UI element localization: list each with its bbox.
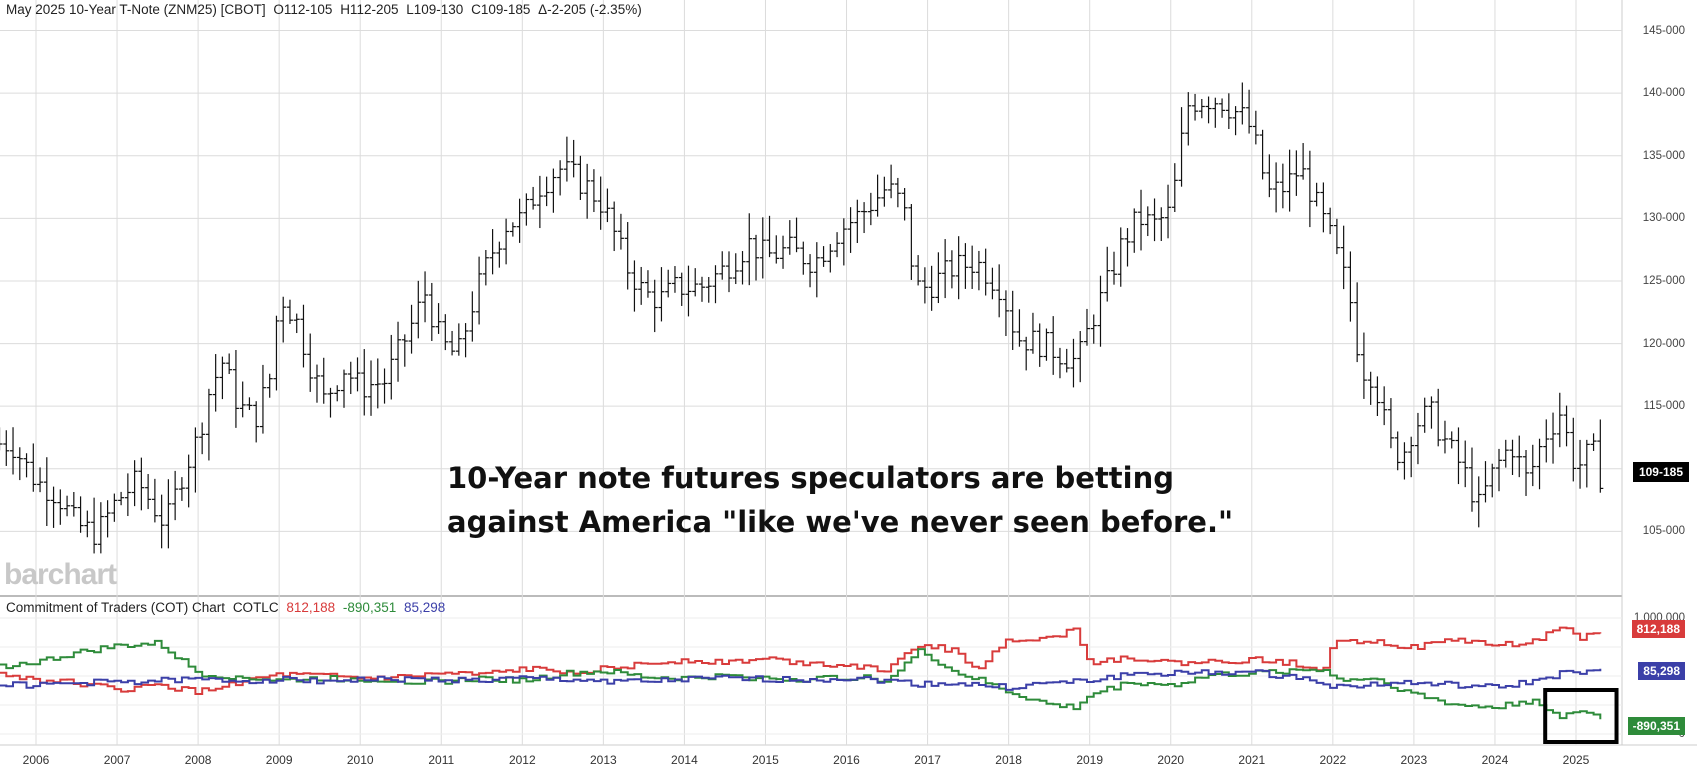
cot-green-tag: -890,351 bbox=[1627, 717, 1685, 735]
cot-series-blue bbox=[0, 668, 1602, 691]
annotation-line-2: against America "like we've never seen b… bbox=[447, 505, 1234, 539]
x-tick-label: 2021 bbox=[1238, 753, 1266, 767]
x-tick-label: 2016 bbox=[833, 753, 860, 767]
cot-code: COTLC bbox=[232, 600, 279, 615]
x-tick-label: 2020 bbox=[1157, 753, 1185, 767]
x-tick-label: 2006 bbox=[22, 753, 50, 767]
cot-red-value: 812,188 bbox=[286, 600, 336, 615]
annotation-line-1: 10-Year note futures speculators are bet… bbox=[447, 461, 1175, 495]
annotation-text: 10-Year note futures speculators are bet… bbox=[447, 456, 1233, 544]
x-tick-label: 2013 bbox=[590, 753, 617, 767]
x-tick-label: 2009 bbox=[265, 753, 293, 767]
cot-red-tag: 812,188 bbox=[1631, 620, 1685, 638]
y-tick-label: 120-000 bbox=[1642, 337, 1685, 350]
open-value: O112-105 bbox=[273, 2, 333, 17]
x-tick-label: 2024 bbox=[1481, 753, 1509, 767]
low-value: L109-130 bbox=[406, 2, 464, 17]
y-tick-label: 135-000 bbox=[1642, 149, 1685, 162]
barchart-logo: barchart bbox=[4, 558, 117, 591]
x-tick-label: 2025 bbox=[1562, 753, 1590, 767]
change-value: Δ-2-205 (-2.35%) bbox=[538, 2, 642, 17]
x-tick-label: 2022 bbox=[1319, 753, 1347, 767]
x-tick-label: 2023 bbox=[1400, 753, 1428, 767]
y-tick-label: 140-000 bbox=[1642, 87, 1685, 100]
x-tick-label: 2010 bbox=[346, 753, 374, 767]
close-value: C109-185 bbox=[471, 2, 531, 17]
y-tick-label: 115-000 bbox=[1643, 400, 1685, 413]
y-tick-label: 130-000 bbox=[1642, 212, 1685, 225]
x-tick-label: 2018 bbox=[995, 753, 1022, 767]
x-tick-label: 2007 bbox=[103, 753, 131, 767]
cot-blue-value: 85,298 bbox=[403, 600, 446, 615]
cot-title: Commitment of Traders (COT) Chart bbox=[6, 600, 226, 615]
highlight-box bbox=[1543, 688, 1619, 744]
x-tick-label: 2008 bbox=[184, 753, 212, 767]
chart-header: May 2025 10-Year T-Note (ZNM25) [CBOT] O… bbox=[6, 2, 646, 17]
cot-green-value: -890,351 bbox=[342, 600, 397, 615]
cot-blue-tag: 85,298 bbox=[1638, 662, 1685, 680]
cot-series-red bbox=[0, 626, 1602, 695]
x-tick-label: 2012 bbox=[508, 753, 536, 767]
x-tick-label: 2015 bbox=[752, 753, 779, 767]
x-tick-label: 2019 bbox=[1076, 753, 1104, 767]
x-tick-label: 2014 bbox=[671, 753, 698, 767]
x-tick-label: 2017 bbox=[914, 753, 941, 767]
high-value: H112-205 bbox=[340, 2, 399, 17]
cot-header: Commitment of Traders (COT) Chart COTLC … bbox=[6, 600, 449, 615]
contract-name: May 2025 10-Year T-Note (ZNM25) [CBOT] bbox=[6, 2, 266, 17]
last-price-tag: 109-185 bbox=[1632, 462, 1689, 482]
x-tick-label: 2011 bbox=[428, 753, 455, 767]
y-tick-label: 105-000 bbox=[1642, 525, 1685, 538]
y-tick-label: 145-000 bbox=[1642, 24, 1685, 37]
y-tick-label: 125-000 bbox=[1642, 274, 1685, 287]
